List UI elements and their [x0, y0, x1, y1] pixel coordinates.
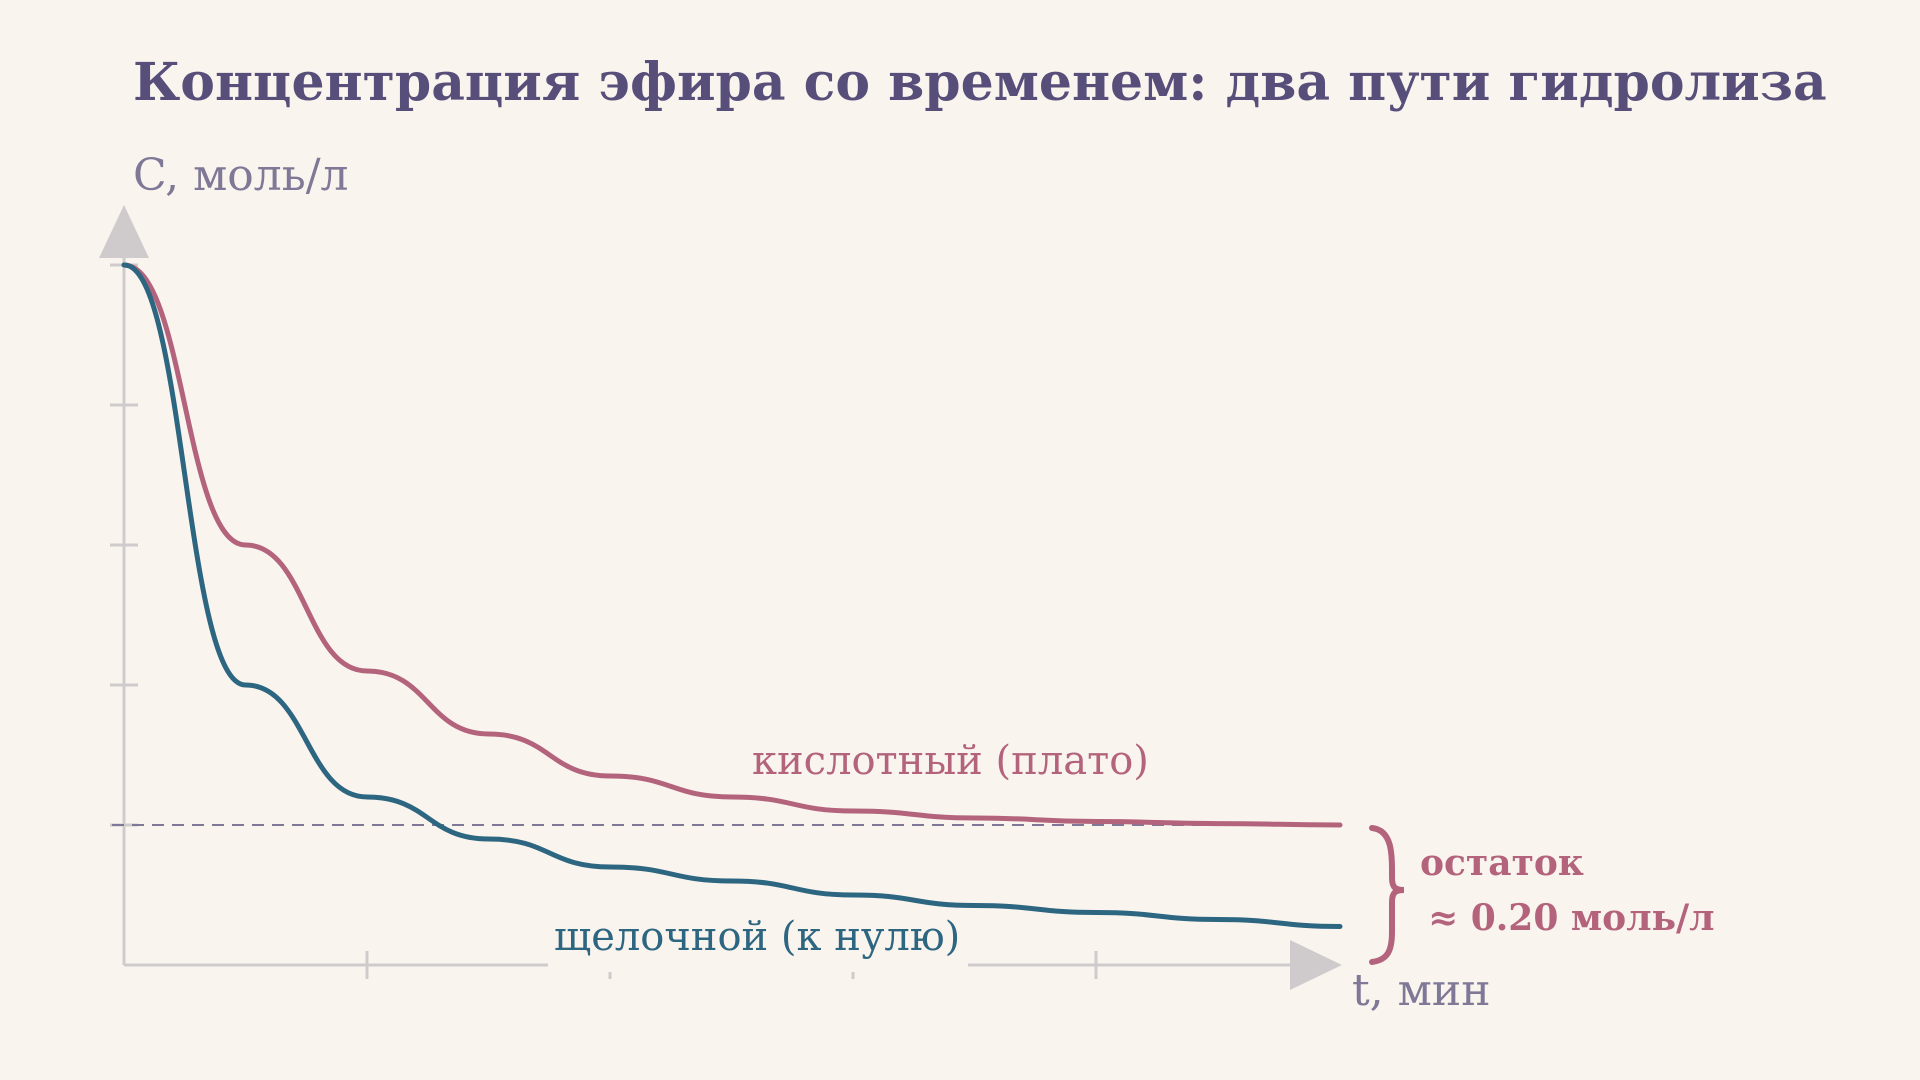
residual-annotation-line1: остаток	[1420, 842, 1584, 884]
acid-series-line	[121, 262, 1343, 828]
series-layer	[121, 262, 1343, 929]
x-axis-label: t, мин	[1352, 965, 1491, 1016]
residual-brace	[1369, 825, 1405, 965]
chart-title: Концентрация эфира со временем: два пути…	[133, 52, 1827, 113]
acid-series-label: кислотный (плато)	[752, 738, 1149, 784]
x-axis-arrow	[1290, 940, 1342, 990]
y-axis-label: C, моль/л	[133, 150, 348, 201]
base-series-line	[121, 262, 1343, 929]
base-label-backdrop	[548, 910, 968, 972]
residual-annotation-line2: ≈ 0.20 моль/л	[1428, 897, 1715, 939]
base-series-label: щелочной (к нулю)	[554, 914, 960, 960]
y-axis-arrow	[99, 205, 149, 258]
